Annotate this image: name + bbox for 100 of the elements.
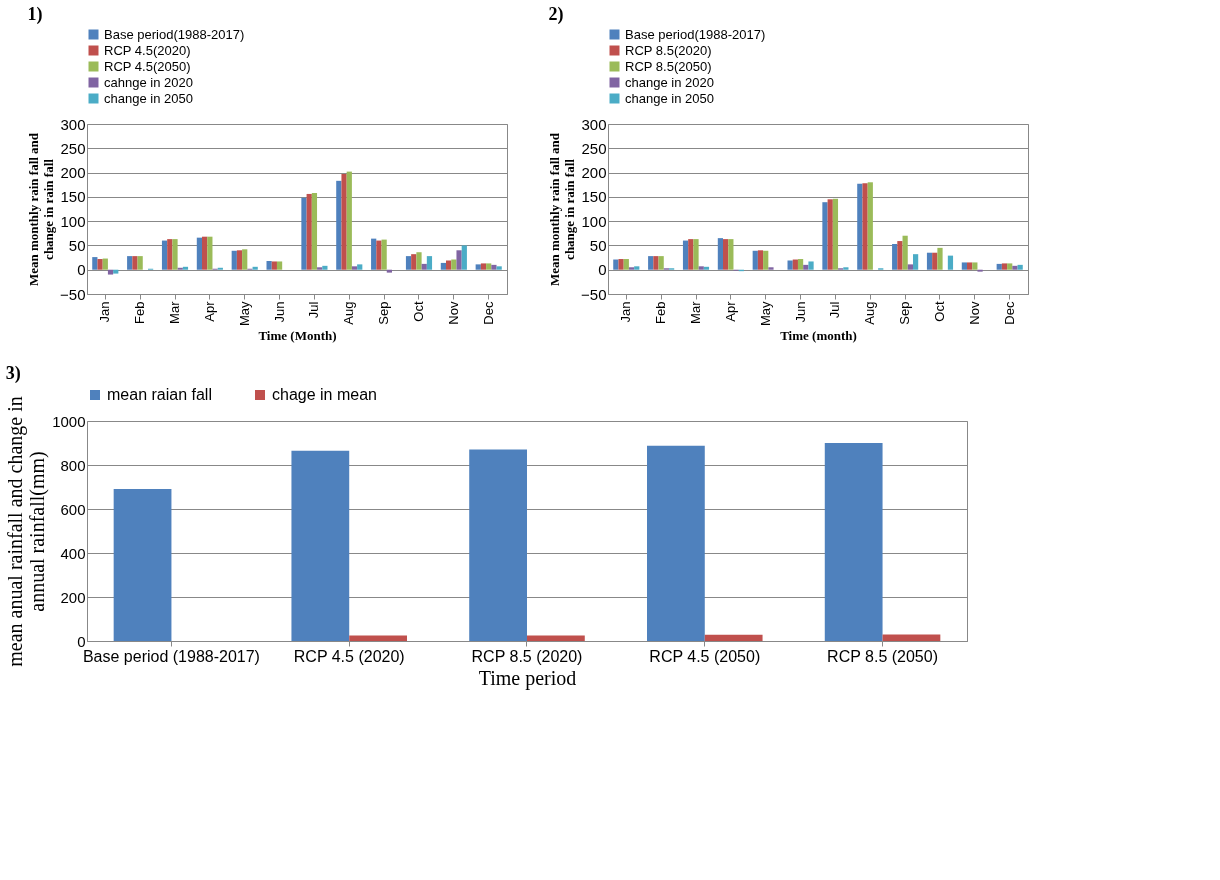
bar: [723, 239, 729, 270]
x-tick-label: Dec: [1001, 301, 1017, 325]
bar: [416, 252, 422, 270]
bar: [618, 259, 624, 270]
bar: [102, 258, 108, 270]
bar: [92, 257, 98, 270]
legend-label: change in 2050: [625, 90, 714, 106]
y-tick-label: 600: [60, 500, 86, 518]
bar: [728, 239, 734, 270]
chart-title: 3): [5, 363, 21, 384]
legend-label: change in 2020: [625, 74, 714, 90]
y-tick-label: 100: [581, 212, 607, 230]
bar: [451, 259, 457, 270]
y-axis-title: mean anual rainfall and change in annual rainfall(mm): [4, 396, 50, 667]
x-tick-label: Oct: [931, 301, 947, 322]
bar: [527, 635, 585, 641]
bar: [862, 183, 868, 270]
bar: [757, 250, 764, 270]
bar: [446, 260, 452, 270]
bar: [897, 241, 903, 270]
bar: [276, 261, 283, 270]
bar: [857, 183, 863, 270]
bar: [475, 264, 481, 270]
bar: [317, 267, 323, 270]
bar: [132, 256, 138, 270]
legend-label: Base period(1988-2017): [625, 26, 766, 42]
bar: [113, 488, 172, 641]
x-tick-label: Apr: [722, 300, 738, 322]
x-tick-label: Sep: [897, 301, 913, 325]
bar: [648, 256, 654, 270]
bar: [469, 449, 527, 641]
bar: [752, 250, 758, 270]
y-tick-label: 0: [77, 632, 86, 650]
y-tick-label: 200: [60, 164, 86, 182]
x-tick-label: Mar: [167, 300, 183, 324]
x-tick-label: RCP 8.5 (2050): [827, 647, 938, 665]
bar: [972, 262, 978, 270]
bar: [311, 192, 318, 270]
bar: [207, 236, 213, 270]
bar: [658, 256, 664, 270]
bar: [291, 450, 350, 641]
bar: [341, 174, 347, 270]
bar: [480, 263, 487, 270]
bar: [628, 267, 635, 270]
bar: [867, 182, 873, 270]
x-tick-label: Jun: [792, 301, 808, 323]
bar: [926, 252, 933, 270]
bar: [411, 254, 417, 270]
bar: [717, 238, 724, 270]
bar: [202, 236, 208, 270]
bar: [137, 256, 143, 270]
bar: [357, 264, 363, 270]
x-tick-label: Aug: [341, 301, 357, 325]
legend-label: RCP 4.5(2020): [104, 42, 191, 58]
bar: [161, 240, 168, 270]
bar: [912, 254, 919, 270]
bar: [902, 235, 908, 270]
legend-label: cahnge in 2020: [104, 74, 193, 90]
bar: [808, 261, 814, 270]
bar: [792, 259, 798, 270]
x-tick-label: Jan: [618, 301, 634, 323]
bar: [768, 267, 774, 270]
bar: [822, 202, 828, 270]
x-tick-label: Jul: [306, 301, 322, 319]
bar: [1017, 264, 1023, 270]
bar: [907, 264, 913, 270]
bar: [647, 445, 705, 641]
x-axis-title: Time (month): [780, 328, 857, 344]
bar: [892, 243, 898, 270]
bar: [371, 238, 377, 270]
bar: [803, 264, 809, 270]
y-axis-title: Mean monthly rain fall and change in rain fall: [26, 132, 57, 287]
x-axis-title: Time period: [478, 666, 577, 690]
x-tick-label: Aug: [862, 301, 878, 325]
bar: [349, 635, 407, 641]
x-tick-label: May: [757, 301, 773, 327]
bar: [242, 249, 248, 270]
x-tick-label: May: [236, 301, 252, 327]
bar: [827, 199, 833, 270]
bar: [623, 259, 629, 270]
x-tick-label: RCP 8.5 (2020): [471, 647, 583, 665]
bar: [688, 239, 694, 270]
bar: [704, 634, 763, 641]
x-tick-label: RCP 4.5 (2050): [649, 647, 761, 665]
bar: [613, 259, 619, 270]
bar: [682, 240, 689, 270]
bar: [461, 245, 467, 270]
y-tick-label: 300: [581, 115, 607, 133]
bar: [937, 247, 943, 270]
y-tick-label: 100: [60, 212, 86, 230]
bar: [693, 239, 699, 270]
y-tick-label: 250: [60, 139, 86, 157]
y-tick-label: −50: [60, 285, 86, 303]
bar: [346, 171, 352, 270]
bar: [947, 255, 954, 270]
y-tick-label: 0: [598, 261, 607, 279]
legend-label: RCP 4.5(2050): [104, 58, 191, 74]
legend-label: change in 2050: [104, 90, 193, 106]
bar: [1012, 265, 1018, 270]
x-tick-label: Oct: [410, 301, 426, 322]
